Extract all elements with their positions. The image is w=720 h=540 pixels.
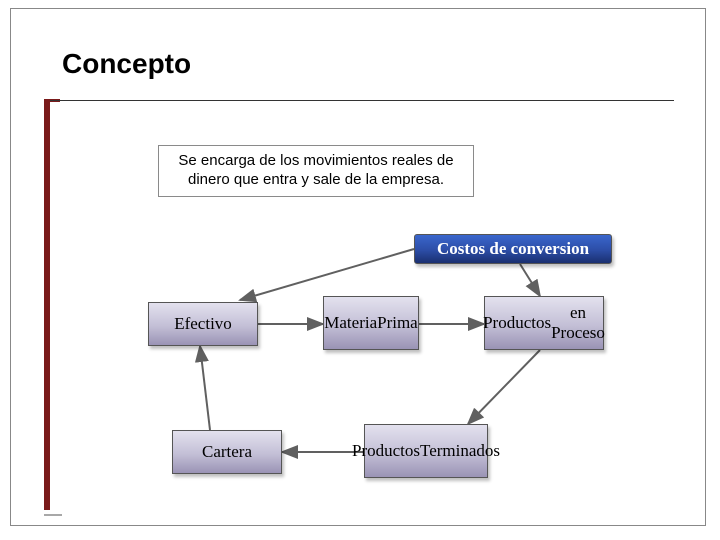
flow-diagram: Costos de conversion Efectivo MateriaPrima… <box>120 220 690 520</box>
left-accent-bar <box>44 100 50 510</box>
edge-costos-efectivo <box>240 249 414 300</box>
description-box: Se encarga de los movimientos reales de … <box>158 145 474 197</box>
node-materia: MateriaPrima <box>323 296 419 350</box>
edge-costos-proceso <box>520 264 540 296</box>
title-rule <box>44 100 674 101</box>
left-accent-cap <box>44 514 62 516</box>
node-efectivo: Efectivo <box>148 302 258 346</box>
node-cartera: Cartera <box>172 430 282 474</box>
node-costos: Costos de conversion <box>414 234 612 264</box>
edge-proceso-terminados <box>468 350 540 424</box>
node-proceso: Productosen Proceso <box>484 296 604 350</box>
page-title: Concepto <box>62 48 191 80</box>
edge-cartera-efectivo <box>200 346 210 430</box>
node-terminados: ProductosTerminados <box>364 424 488 478</box>
